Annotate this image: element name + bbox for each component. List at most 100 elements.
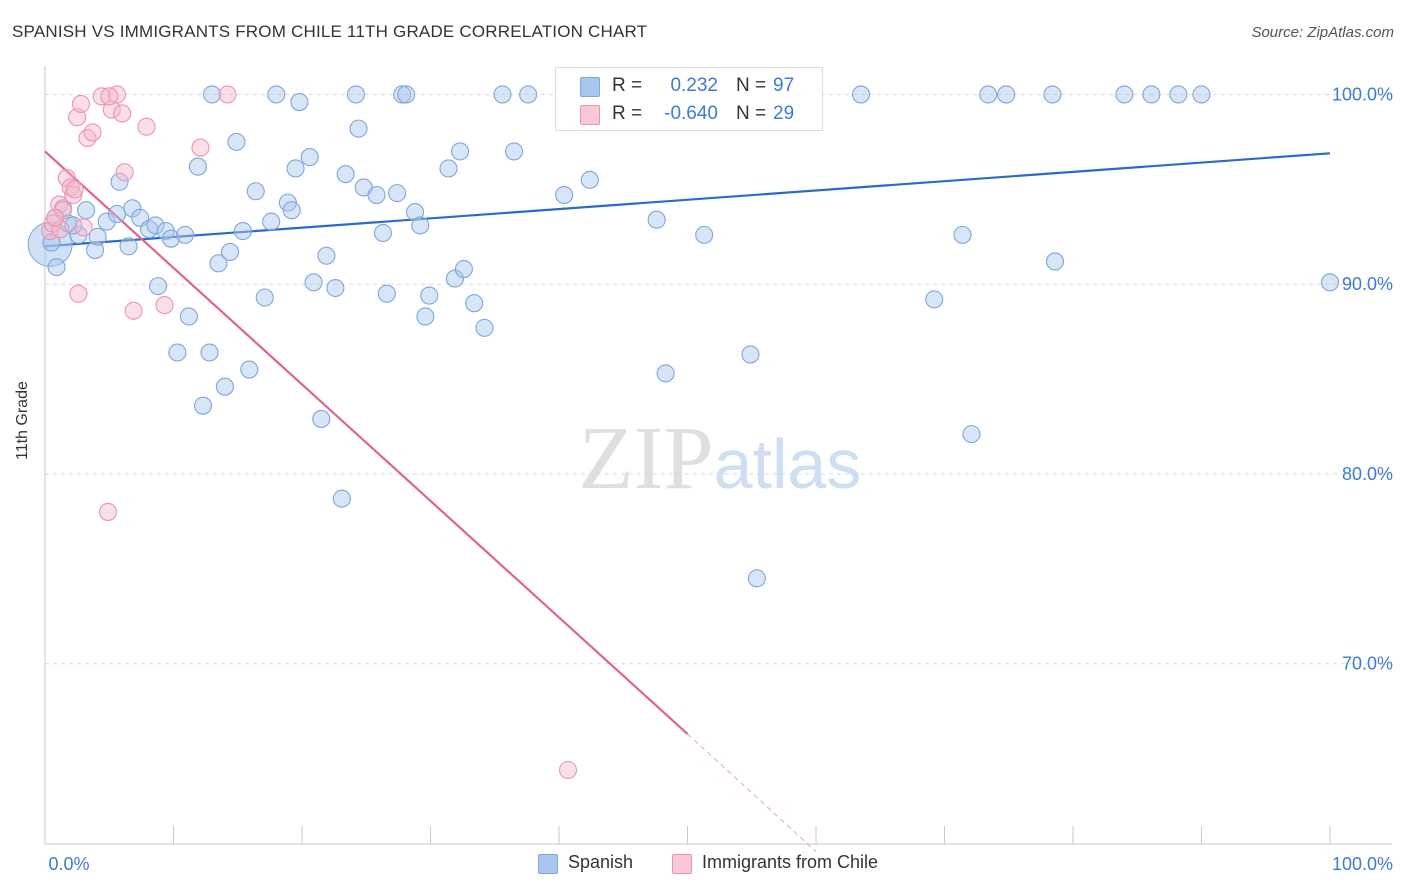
chile-point [155,296,174,315]
grid-lines [45,93,1392,665]
spanish-point [282,201,301,220]
spanish-point [373,223,393,243]
spanish-point [475,318,494,337]
chile-point [558,760,578,780]
chile-point [98,502,118,521]
spanish-point [656,364,675,383]
spanish-point [168,343,187,362]
spanish-point [411,216,430,235]
spanish-point [504,142,524,161]
r-label: R = [612,103,643,124]
chile-legend-label: Immigrants from Chile [702,852,879,872]
spanish-trend-line [44,152,1331,248]
chile-point [218,85,237,104]
y-tick-label: 90.0% [1342,274,1393,294]
spanish-point [695,225,714,244]
chile-point [83,123,102,142]
legend-row-chile: R = -0.640 N = 29 [556,100,822,128]
spanish-legend-swatch [538,854,558,874]
spanish-point [1142,85,1161,104]
spanish-point [300,148,319,167]
x-tick-label-end: 100.0% [1332,854,1393,874]
n-label: N = [736,75,767,96]
chile-point [107,85,127,104]
chart-title: SPANISH VS IMMIGRANTS FROM CHILE 11TH GR… [12,22,648,41]
spanish-point [317,246,336,265]
spanish-point [119,237,138,256]
y-tick-label: 70.0% [1342,654,1393,674]
chart-source: Source: ZipAtlas.com [1251,24,1394,41]
spanish-point [439,159,458,178]
spanish-point [1192,85,1211,104]
chile-point [92,87,111,106]
chile-point [78,129,97,148]
spanish-point [741,345,760,364]
spanish-point [747,569,766,588]
y-tick-label: 80.0% [1342,464,1393,484]
r-label: R = [612,75,643,96]
spanish-legend-label: Spanish [568,852,634,872]
chile-point [71,94,91,114]
chile-point [124,301,143,320]
spanish-point [493,85,512,104]
spanish-point [209,254,228,273]
watermark: ZIPatlas [579,409,862,508]
chile-r-value: -0.640 [664,103,718,124]
spanish-point [519,85,538,104]
spanish-point [233,222,252,241]
spanish-point [86,241,105,260]
trend-lines [44,150,1331,852]
chile-point [115,163,134,182]
spanish-point [1043,85,1062,104]
spanish-point [979,85,998,104]
chile-point [137,117,156,136]
spanish-n-value: 97 [773,75,795,96]
spanish-point [962,425,981,444]
spanish-point [416,307,435,326]
spanish-point [146,216,165,235]
spanish-point [997,85,1016,104]
spanish-point [77,201,96,220]
x-tick-labels: 0.0% 100.0% [48,854,1393,874]
chile-point [65,180,84,199]
chile-trend-extension [687,733,817,852]
chile-trend-line [44,150,689,735]
spanish-point [465,294,484,313]
spanish-point [176,225,195,244]
spanish-r-value: 0.232 [670,75,718,96]
spanish-point [255,288,274,307]
spanish-point [349,119,368,138]
spanish-point [454,259,473,279]
chile-point [191,138,210,157]
spanish-point [47,258,66,277]
spanish-point [267,85,286,104]
spanish-point [149,277,168,296]
spanish-point [246,182,265,201]
stats-legend: R = 0.232 N = 97 R = -0.640 N = 29 [555,67,823,131]
chile-n-value: 29 [773,103,795,124]
spanish-point [203,85,222,104]
spanish-point [451,142,470,161]
spanish-point [388,184,407,203]
chile-legend-swatch [672,854,692,874]
spanish-point [326,278,345,298]
chile-point [69,284,88,303]
spanish-point [647,210,666,229]
spanish-point [262,212,281,231]
chile-swatch [580,105,600,125]
chile-point [100,87,119,106]
spanish-point [1045,252,1065,271]
spanish-point [200,343,219,362]
chile-point [113,104,132,123]
spanish-point [107,204,127,224]
y-tick-labels: 70.0% 80.0% 90.0% 100.0% [1332,84,1393,673]
spanish-point [1115,85,1134,104]
spanish-point [925,290,944,309]
chile-point [53,201,73,220]
spanish-point [336,165,355,184]
spanish-point [290,93,309,112]
spanish-point [179,307,198,326]
chile-point [51,220,70,239]
spanish-point [123,199,142,218]
